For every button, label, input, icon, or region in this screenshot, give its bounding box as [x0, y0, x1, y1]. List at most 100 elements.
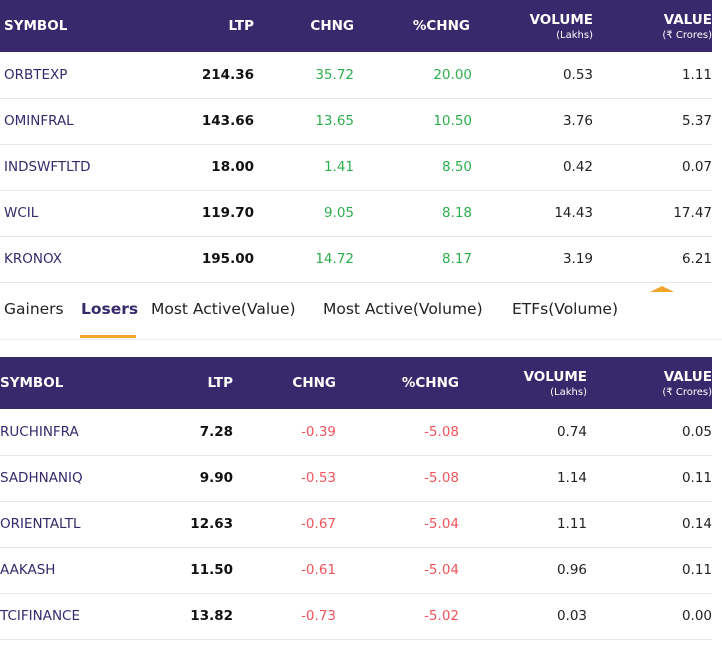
value-cell: 0.07 [593, 144, 712, 191]
stock-symbol-link[interactable]: WCIL [4, 190, 150, 237]
losers-row[interactable]: TCIFINANCE 13.82 -0.73 -5.02 0.03 0.00 [0, 593, 712, 640]
ltp-cell: 7.28 [138, 409, 233, 456]
volume-cell: 14.43 [472, 190, 593, 237]
active-tab-indicator [80, 335, 136, 338]
header-value-unit: (₹ Crores) [662, 386, 712, 398]
stock-symbol-link[interactable]: TCIFINANCE [0, 593, 138, 640]
tab-losers[interactable]: Losers [81, 300, 139, 318]
value-cell: 0.14 [587, 501, 712, 548]
ltp-cell: 11.50 [138, 547, 233, 594]
losers-header-row: SYMBOL LTP CHNG %CHNG VOLUME (Lakhs) VAL… [0, 357, 712, 409]
volume-cell: 0.53 [472, 52, 593, 99]
tab-etfs-volume[interactable]: ETFs(Volume) [512, 300, 618, 318]
pchng-cell: -5.08 [336, 455, 459, 502]
header-symbol[interactable]: SYMBOL [0, 375, 64, 391]
ltp-cell: 119.70 [150, 190, 254, 237]
header-value[interactable]: VALUE (₹ Crores) [593, 0, 712, 52]
stock-symbol-link[interactable]: KRONOX [4, 236, 150, 283]
header-pchng[interactable]: %CHNG [401, 375, 459, 391]
gainers-row[interactable]: INDSWFTLTD 18.00 1.41 8.50 0.42 0.07 [0, 144, 712, 191]
gainers-table: SYMBOL LTP CHNG %CHNG VOLUME (Lakhs) VAL… [0, 0, 712, 283]
losers-table: SYMBOL LTP CHNG %CHNG VOLUME (Lakhs) VAL… [0, 357, 712, 640]
volume-cell: 0.42 [472, 144, 593, 191]
chng-cell: -0.67 [233, 501, 336, 548]
volume-cell: 1.11 [459, 501, 587, 548]
losers-row[interactable]: AAKASH 11.50 -0.61 -5.04 0.96 0.11 [0, 547, 712, 594]
ltp-cell: 18.00 [150, 144, 254, 191]
value-cell: 0.00 [587, 593, 712, 640]
value-cell: 17.47 [593, 190, 712, 237]
pchng-cell: -5.08 [336, 409, 459, 456]
pchng-cell: 20.00 [354, 52, 472, 99]
stock-symbol-link[interactable]: AAKASH [0, 547, 138, 594]
stock-symbol-link[interactable]: RUCHINFRA [0, 409, 138, 456]
volume-cell: 0.96 [459, 547, 587, 594]
ltp-cell: 12.63 [138, 501, 233, 548]
pchng-cell: 10.50 [354, 98, 472, 145]
header-volume[interactable]: VOLUME (Lakhs) [472, 0, 593, 52]
volume-cell: 0.74 [459, 409, 587, 456]
header-symbol[interactable]: SYMBOL [4, 18, 68, 34]
losers-row[interactable]: ORIENTALTL 12.63 -0.67 -5.04 1.11 0.14 [0, 501, 712, 548]
ltp-cell: 13.82 [138, 593, 233, 640]
row-pad [0, 144, 4, 191]
pchng-cell: 8.18 [354, 190, 472, 237]
header-volume[interactable]: VOLUME (Lakhs) [459, 357, 587, 409]
stock-symbol-link[interactable]: INDSWFTLTD [4, 144, 150, 191]
pchng-cell: -5.04 [336, 501, 459, 548]
gainers-row[interactable]: ORBTEXP 214.36 35.72 20.00 0.53 1.11 [0, 52, 712, 99]
stock-symbol-link[interactable]: SADHNANIQ [0, 455, 138, 502]
header-value-label: VALUE [663, 11, 712, 28]
value-cell: 0.05 [587, 409, 712, 456]
value-cell: 0.11 [587, 547, 712, 594]
chng-cell: -0.53 [233, 455, 336, 502]
volume-cell: 0.03 [459, 593, 587, 640]
ltp-cell: 214.36 [150, 52, 254, 99]
header-chng[interactable]: CHNG [310, 18, 354, 34]
chng-cell: 13.65 [254, 98, 354, 145]
header-chng[interactable]: CHNG [292, 375, 336, 391]
header-value-unit: (₹ Crores) [662, 29, 712, 41]
header-volume-unit: (Lakhs) [550, 386, 587, 398]
chng-cell: 35.72 [254, 52, 354, 99]
header-value[interactable]: VALUE (₹ Crores) [587, 357, 712, 409]
pchng-cell: 8.50 [354, 144, 472, 191]
header-volume-unit: (Lakhs) [556, 29, 593, 41]
value-cell: 0.11 [587, 455, 712, 502]
stock-symbol-link[interactable]: ORIENTALTL [0, 501, 138, 548]
chng-cell: 14.72 [254, 236, 354, 283]
row-pad [0, 236, 4, 283]
value-cell: 6.21 [593, 236, 712, 283]
header-pchng[interactable]: %CHNG [354, 0, 472, 52]
header-ltp[interactable]: LTP [228, 18, 254, 34]
losers-row[interactable]: RUCHINFRA 7.28 -0.39 -5.08 0.74 0.05 [0, 409, 712, 456]
ltp-cell: 195.00 [150, 236, 254, 283]
gainers-row[interactable]: OMINFRAL 143.66 13.65 10.50 3.76 5.37 [0, 98, 712, 145]
header-ltp[interactable]: LTP [207, 375, 233, 391]
tab-most-active-volume[interactable]: Most Active(Volume) [323, 300, 483, 318]
chng-cell: -0.39 [233, 409, 336, 456]
stock-symbol-link[interactable]: OMINFRAL [4, 98, 150, 145]
header-pchng-label: %CHNG [412, 18, 470, 34]
caret-pointer-icon [650, 286, 674, 292]
row-pad [0, 52, 4, 99]
stock-symbol-link[interactable]: ORBTEXP [4, 52, 150, 99]
volume-cell: 1.14 [459, 455, 587, 502]
pchng-cell: -5.02 [336, 593, 459, 640]
chng-cell: -0.73 [233, 593, 336, 640]
volume-cell: 3.19 [472, 236, 593, 283]
header-volume-label: VOLUME [523, 368, 587, 385]
tab-most-active-value[interactable]: Most Active(Value) [151, 300, 296, 318]
pchng-cell: 8.17 [354, 236, 472, 283]
gainers-header-row: SYMBOL LTP CHNG %CHNG VOLUME (Lakhs) VAL… [0, 0, 712, 52]
gainers-row[interactable]: WCIL 119.70 9.05 8.18 14.43 17.47 [0, 190, 712, 237]
ltp-cell: 9.90 [138, 455, 233, 502]
value-cell: 5.37 [593, 98, 712, 145]
market-tabs: Gainers Losers Most Active(Value) Most A… [0, 286, 722, 340]
chng-cell: 9.05 [254, 190, 354, 237]
tab-gainers[interactable]: Gainers [4, 300, 64, 318]
losers-row[interactable]: SADHNANIQ 9.90 -0.53 -5.08 1.14 0.11 [0, 455, 712, 502]
header-volume-label: VOLUME [529, 11, 593, 28]
row-pad [0, 190, 4, 237]
gainers-row[interactable]: KRONOX 195.00 14.72 8.17 3.19 6.21 [0, 236, 712, 283]
